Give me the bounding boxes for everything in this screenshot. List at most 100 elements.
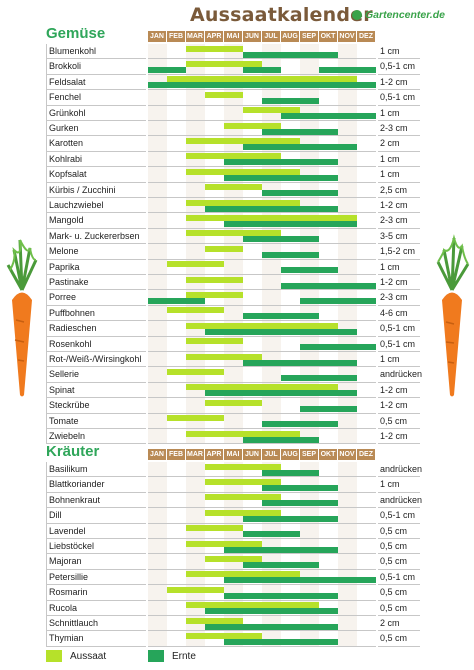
sowing-depth: 1-2 cm — [378, 429, 420, 445]
calendar-cells — [148, 213, 376, 229]
month-jan-vegetables: JAN — [148, 31, 166, 42]
plant-name: Sellerie — [46, 367, 146, 383]
month-nov-vegetables: NOV — [338, 31, 356, 42]
calendar-cells — [148, 228, 376, 245]
sowing-depth: 0,5-1 cm — [378, 508, 420, 524]
calendar-cells — [148, 336, 376, 352]
sow-bar — [205, 91, 243, 98]
plant-name: Rosenkohl — [46, 336, 146, 352]
table-row: Blumenkohl 1 cm — [46, 44, 420, 60]
harvest-bar — [205, 623, 338, 630]
sowing-depth: 1,5-2 cm — [378, 244, 420, 260]
calendar-cells — [148, 569, 376, 586]
sowing-depth: andrücken — [378, 462, 422, 478]
sowing-depth: 0,5 cm — [378, 585, 420, 601]
sowing-depth: 0,5 cm — [378, 601, 420, 616]
month-okt-vegetables: OKT — [319, 31, 337, 42]
table-row: Tomate 0,5 cm — [46, 413, 420, 429]
plant-name: Melone — [46, 244, 146, 260]
harvest-bar — [262, 128, 338, 135]
sow-bar — [205, 494, 281, 501]
table-row: Schnittlauch 2 cm — [46, 616, 420, 632]
table-row: Spinat 1-2 cm — [46, 382, 420, 399]
sow-bar — [224, 122, 281, 129]
sowing-depth: 3-5 cm — [378, 229, 420, 245]
harvest-bar — [262, 97, 319, 104]
calendar-cells — [148, 352, 376, 368]
sowing-depth: 1 cm — [378, 152, 420, 168]
harvest-bar — [243, 436, 319, 443]
calendar-cells — [148, 259, 376, 275]
month-sep-herbs: SEP — [300, 449, 318, 460]
sow-bar — [186, 632, 262, 639]
harvest-bar — [262, 251, 319, 258]
month-apr-herbs: APR — [205, 449, 223, 460]
plant-name: Rosmarin — [46, 585, 146, 601]
harvest-bar — [224, 174, 338, 181]
calendar-cells — [148, 367, 376, 383]
harvest-bar — [243, 515, 338, 522]
sowing-depth: 0,5 cm — [378, 631, 420, 647]
table-row: Rot-/Weiß-/Wirsingkohl 1 cm — [46, 352, 420, 368]
table-row: Gurken 2-3 cm — [46, 121, 420, 137]
sow-bar — [167, 415, 224, 422]
table-row: Rucola 0,5 cm — [46, 600, 420, 616]
table-row: Zwiebeln 1-2 cm — [46, 429, 420, 445]
plant-name: Lauchzwiebel — [46, 198, 146, 214]
table-row: Grünkohl 1 cm — [46, 105, 420, 121]
table-row: Paprika 1 cm — [46, 259, 420, 275]
sow-bar — [167, 586, 224, 593]
plant-name: Petersillie — [46, 569, 146, 586]
harvest-bar — [148, 66, 186, 73]
sowing-depth: 0,5-1 cm — [378, 321, 420, 337]
sow-bar — [205, 399, 262, 406]
calendar-cells — [148, 600, 376, 616]
harvest-bar — [243, 143, 357, 150]
brand-logo[interactable]: Gartencenter.de — [352, 9, 445, 21]
harvest-bar — [262, 421, 338, 428]
section-title-herbs: Kräuter — [46, 443, 100, 460]
sow-bar — [186, 199, 300, 206]
harvest-bar — [262, 484, 338, 491]
calendar-cells — [148, 305, 376, 322]
sow-swatch — [46, 650, 62, 662]
sowing-depth: 1 cm — [378, 167, 420, 183]
harvest-bar — [205, 390, 357, 397]
harvest-bar — [205, 205, 338, 212]
plant-name: Pastinake — [46, 275, 146, 291]
sow-bar — [186, 60, 262, 67]
plant-name: Gurken — [46, 121, 146, 137]
table-row: Kürbis / Zucchini 2,5 cm — [46, 182, 420, 198]
sowing-depth: 2-3 cm — [378, 213, 420, 229]
carrot-left-icon — [6, 239, 38, 397]
sowing-depth: 2 cm — [378, 136, 420, 152]
sow-bar — [167, 307, 224, 314]
harvest-bar — [148, 297, 205, 304]
sowing-depth: 1-2 cm — [378, 398, 420, 414]
sowing-depth: 1-2 cm — [378, 275, 420, 291]
table-row: Fenchel 0,5-1 cm — [46, 90, 420, 106]
plant-name: Basilikum — [46, 462, 146, 478]
sow-bar — [186, 353, 262, 360]
sow-bar — [186, 137, 300, 144]
plant-name: Majoran — [46, 554, 146, 570]
calendar-cells — [148, 44, 376, 60]
sowing-depth: 1 cm — [378, 352, 420, 368]
sowing-depth: andrücken — [378, 367, 422, 383]
plant-name: Blattkoriander — [46, 477, 146, 493]
table-row: Feldsalat 1-2 cm — [46, 74, 420, 91]
calendar-cells — [148, 90, 376, 106]
calendar-cells — [148, 616, 376, 632]
harvest-bar — [205, 608, 338, 615]
plant-name: Fenchel — [46, 90, 146, 106]
plant-name: Kopfsalat — [46, 167, 146, 183]
sow-bar — [186, 214, 357, 221]
sow-bar — [186, 168, 300, 175]
table-row: Kopfsalat 1 cm — [46, 167, 420, 183]
table-row: Mangold 2-3 cm — [46, 213, 420, 229]
sow-bar — [186, 291, 243, 298]
harvest-bar — [224, 159, 338, 166]
month-sep-vegetables: SEP — [300, 31, 318, 42]
month-mai-herbs: MAI — [224, 449, 242, 460]
harvest-bar — [300, 405, 357, 412]
